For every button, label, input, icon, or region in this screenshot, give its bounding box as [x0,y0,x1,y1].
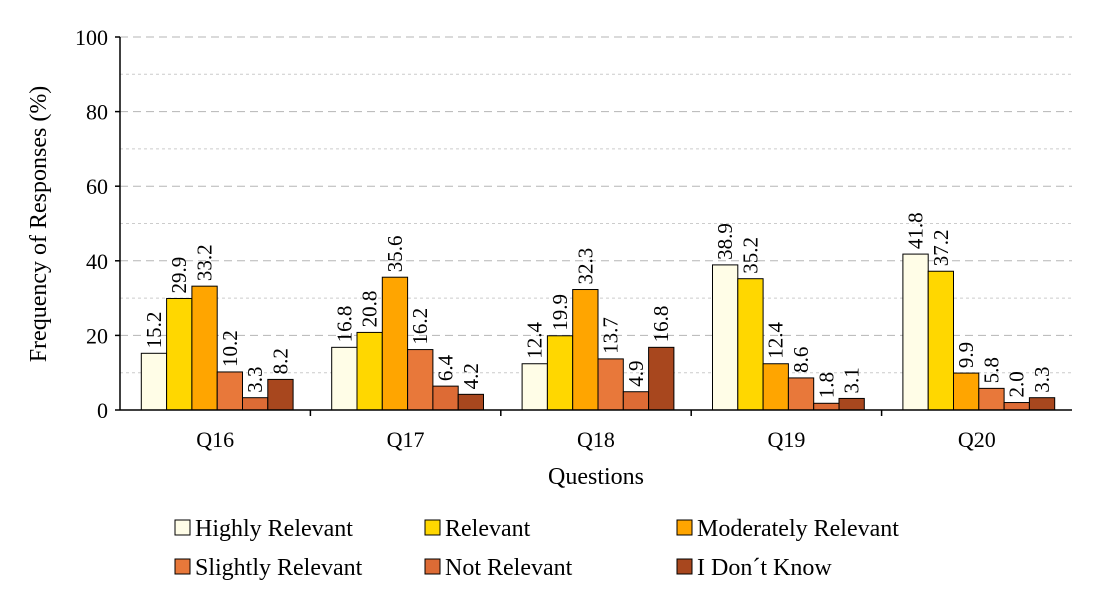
y-tick-labels: 0 20 40 60 80 100 [75,25,120,423]
data-label: 12.4 [764,321,788,358]
bar [838,397,865,411]
bar [546,335,574,411]
data-label: 8.2 [268,348,292,374]
data-label: 5.8 [979,357,1003,383]
data-label: 1.8 [814,372,838,398]
bar [457,393,485,411]
bar [331,346,358,411]
data-label: 38.9 [713,223,737,260]
data-label: 4.2 [459,363,483,389]
legend-swatch [174,558,191,575]
legend-swatch [424,519,441,536]
x-tick-label: Q18 [577,427,615,452]
legend-swatch [174,519,191,536]
data-label: 12.4 [523,321,547,358]
legend-label: I Don´t Know [697,555,832,581]
x-tick-label: Q17 [387,427,425,452]
legend-label: Relevant [445,516,531,542]
bar [381,276,409,411]
data-label: 33.2 [193,244,217,281]
bar [902,253,929,411]
data-label: 20.8 [358,291,382,328]
data-label: 16.2 [408,308,432,345]
y-tick-label: 80 [86,100,108,125]
bar [953,372,980,411]
data-label: 8.6 [789,347,813,373]
legend-swatch [676,519,693,536]
data-label: 41.8 [904,212,928,249]
legend: Highly Relevant Relevant Moderately Releva… [174,516,899,581]
data-label: 13.7 [599,317,623,354]
x-axis-title: Questions [548,464,644,490]
bar [927,270,955,411]
data-label: 15.2 [142,312,166,349]
gridlines [120,36,1072,374]
bar [1028,397,1056,411]
axes [119,37,1072,411]
data-label: 32.3 [573,248,597,285]
data-label: 3.3 [243,366,267,392]
y-tick-label: 40 [86,249,108,274]
legend-swatch [676,558,693,575]
data-label: 10.2 [218,330,242,367]
data-label: 4.9 [624,360,648,386]
y-axis-title: Frequency of Responses (%) [26,86,52,363]
bar [267,378,294,411]
data-label: 16.8 [332,306,356,343]
data-label: 9.9 [954,342,978,368]
y-tick-label: 60 [86,174,108,199]
x-tick-label: Q20 [958,427,996,452]
bar [1003,402,1030,411]
bar [572,289,599,411]
legend-label: Not Relevant [445,555,573,581]
bar [140,352,168,411]
bar [216,371,243,411]
legend-swatch [424,558,441,575]
bar [978,387,1005,411]
data-label: 2.0 [1005,371,1029,397]
data-label: 19.9 [548,294,572,331]
bar [597,358,624,411]
data-label: 6.4 [434,354,458,381]
data-labels: 15.229.9 33.210.23.38.216.8 20.835.616.26.… [142,212,1054,398]
data-label: 3.3 [1030,366,1054,392]
bar [712,264,739,411]
data-label: 29.9 [167,257,191,294]
x-tick-label: Q16 [196,427,234,452]
bar [407,349,434,411]
bar [787,377,815,411]
bar [622,391,650,411]
bar [648,346,675,411]
bar [521,363,548,411]
bar [762,363,789,411]
data-label: 35.6 [383,235,407,272]
y-tick-label: 20 [86,323,108,348]
data-label: 16.8 [649,306,673,343]
bar [813,402,840,411]
y-tick-label: 100 [75,25,108,50]
bar [356,331,383,411]
data-label: 3.1 [840,367,864,393]
bar [191,285,218,411]
data-label: 37.2 [929,229,953,266]
bar [242,397,269,411]
data-label: 35.2 [738,237,762,274]
x-tick-labels: Q16 Q17 Q18 Q19 Q20 [196,410,996,452]
legend-label: Moderately Relevant [697,516,899,542]
bar [432,385,459,411]
legend-label: Highly Relevant [195,516,353,542]
y-tick-label: 0 [97,398,108,423]
bar [737,278,764,411]
legend-label: Slightly Relevant [195,555,363,581]
bar [166,297,193,411]
x-tick-label: Q19 [767,427,805,452]
